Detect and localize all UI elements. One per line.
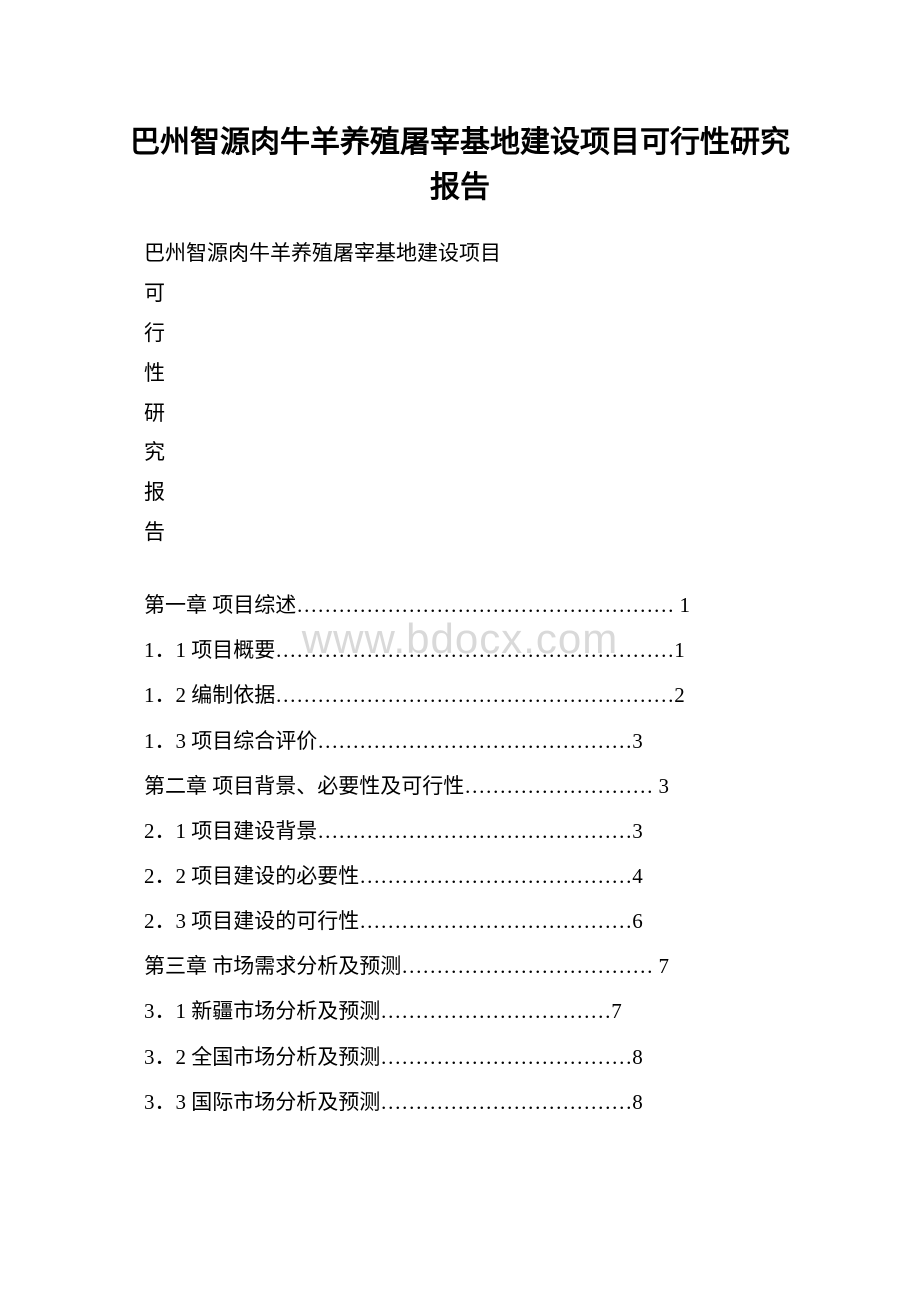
toc-entry: 第二章 项目背景、必要性及可行性……………………… 3 — [144, 764, 800, 809]
toc-label: 3．3 国际市场分析及预测 — [144, 1090, 380, 1114]
toc-entry: 2．3 项目建设的可行性…………………………………6 — [144, 899, 800, 944]
toc-dots: ………………………………………………… — [275, 638, 674, 662]
toc-page: 2 — [674, 683, 685, 707]
toc-page: 6 — [632, 909, 643, 933]
toc-label: 2．2 项目建设的必要性 — [144, 864, 359, 888]
toc-dots: ……………………… — [464, 774, 653, 798]
table-of-contents: 第一章 项目综述……………………………………………… 1 1．1 项目概要………… — [120, 583, 800, 1125]
toc-entry: 2．1 项目建设背景………………………………………3 — [144, 809, 800, 854]
toc-page: 3 — [632, 729, 643, 753]
toc-entry: 1．2 编制依据…………………………………………………2 — [144, 673, 800, 718]
toc-label: 第二章 项目背景、必要性及可行性 — [144, 774, 464, 798]
toc-entry: 3．1 新疆市场分析及预测……………………………7 — [144, 989, 800, 1034]
document-title: 巴州智源肉牛羊养殖屠宰基地建设项目可行性研究报告 — [120, 120, 800, 210]
toc-label: 1．2 编制依据 — [144, 683, 275, 707]
vertical-char-1: 行 — [144, 314, 800, 354]
vertical-char-6: 告 — [144, 513, 800, 553]
toc-label: 2．3 项目建设的可行性 — [144, 909, 359, 933]
toc-page: 1 — [674, 638, 685, 662]
toc-entry: 1．3 项目综合评价………………………………………3 — [144, 719, 800, 764]
toc-entry: 3．2 全国市场分析及预测………………………………8 — [144, 1035, 800, 1080]
toc-label: 第三章 市场需求分析及预测 — [144, 954, 401, 978]
toc-page: 8 — [632, 1090, 643, 1114]
toc-page: 7 — [653, 954, 669, 978]
vertical-char-4: 究 — [144, 433, 800, 473]
toc-dots: ……………………………………… — [317, 729, 632, 753]
toc-label: 3．1 新疆市场分析及预测 — [144, 999, 380, 1023]
subtitle: 巴州智源肉牛羊养殖屠宰基地建设项目 — [144, 234, 800, 274]
toc-entry: 1．1 项目概要…………………………………………………1 — [144, 628, 800, 673]
toc-entry: 第三章 市场需求分析及预测……………………………… 7 — [144, 944, 800, 989]
toc-label: 3．2 全国市场分析及预测 — [144, 1045, 380, 1069]
toc-dots: ………………………………… — [359, 864, 632, 888]
toc-dots: ……………………………………………… — [296, 593, 674, 617]
toc-dots: ………………………………… — [359, 909, 632, 933]
toc-dots: ……………………………… — [380, 1090, 632, 1114]
toc-page: 3 — [632, 819, 643, 843]
toc-dots: ……………………………… — [401, 954, 653, 978]
vertical-char-2: 性 — [144, 354, 800, 394]
toc-dots: ………………………………………………… — [275, 683, 674, 707]
toc-page: 7 — [611, 999, 622, 1023]
toc-entry: 3．3 国际市场分析及预测………………………………8 — [144, 1080, 800, 1125]
toc-entry: 2．2 项目建设的必要性…………………………………4 — [144, 854, 800, 899]
toc-page: 4 — [632, 864, 643, 888]
toc-label: 1．3 项目综合评价 — [144, 729, 317, 753]
toc-dots: ……………………………… — [380, 1045, 632, 1069]
vertical-char-0: 可 — [144, 274, 800, 314]
toc-page: 3 — [653, 774, 669, 798]
vertical-char-3: 研 — [144, 394, 800, 434]
toc-dots: ……………………………………… — [317, 819, 632, 843]
toc-page: 8 — [632, 1045, 643, 1069]
toc-label: 1．1 项目概要 — [144, 638, 275, 662]
vertical-char-5: 报 — [144, 473, 800, 513]
toc-label: 2．1 项目建设背景 — [144, 819, 317, 843]
toc-entry: 第一章 项目综述……………………………………………… 1 — [144, 583, 800, 628]
toc-page: 1 — [674, 593, 690, 617]
toc-label: 第一章 项目综述 — [144, 593, 296, 617]
toc-dots: …………………………… — [380, 999, 611, 1023]
